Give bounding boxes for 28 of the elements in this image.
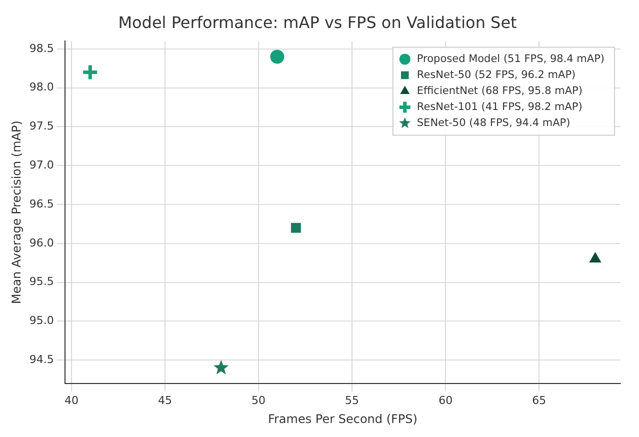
y-tick-label: 95.0 (29, 314, 54, 328)
x-tick-label: 55 (345, 394, 360, 407)
x-tick-label: 45 (158, 394, 172, 407)
x-tick-label: 60 (438, 394, 453, 407)
point (270, 50, 284, 64)
y-tick-label: 96.0 (29, 236, 54, 250)
y-tick-label: 97.0 (29, 158, 54, 172)
y-axis-title: Mean Average Precision (mAP) (9, 120, 24, 304)
legend-label: SENet-50 (48 FPS, 94.4 mAP) (416, 116, 570, 129)
x-axis-title: Frames Per Second (FPS) (268, 412, 418, 426)
x-tick-label: 50 (252, 394, 266, 407)
legend-label: EfficientNet (68 FPS, 95.8 mAP) (416, 84, 582, 97)
y-tick-label: 94.5 (29, 352, 54, 366)
chart-title: Model Performance: mAP vs FPS on Validation Set (118, 12, 517, 32)
legend-label: ResNet-101 (41 FPS, 98.2 mAP) (416, 100, 582, 113)
y-tick-label: 98.0 (29, 80, 54, 94)
point (81, 64, 99, 82)
point (589, 252, 602, 262)
legend-label: ResNet-50 (52 FPS, 96.2 mAP) (416, 68, 576, 81)
point (213, 360, 229, 374)
y-tick-label: 96.5 (29, 197, 54, 210)
y-tick-label: 95.5 (29, 275, 54, 288)
point (290, 222, 301, 233)
y-tick-label: 98.5 (29, 42, 54, 55)
y-tick-label: 97.5 (29, 120, 54, 133)
legend-label: Proposed Model (51 FPS, 98.4 mAP) (416, 52, 605, 65)
x-tick-label: 65 (532, 394, 546, 407)
x-tick-label: 40 (64, 394, 78, 407)
